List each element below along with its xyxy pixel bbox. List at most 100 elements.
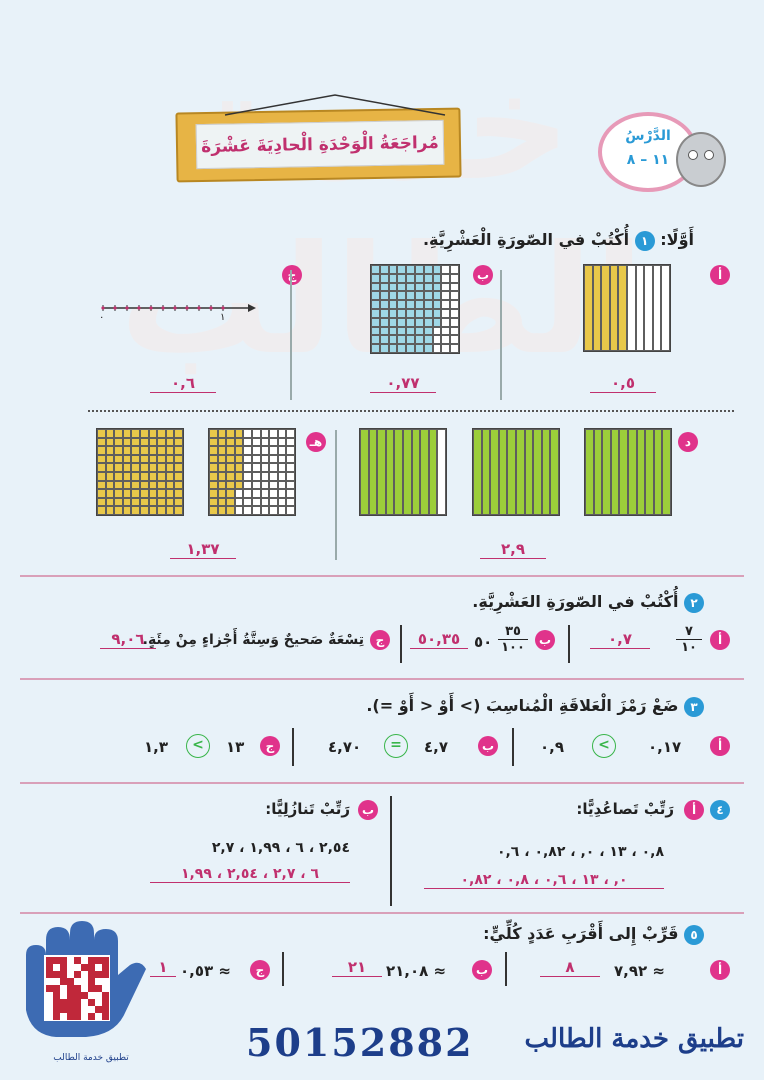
grid-cell (450, 273, 459, 283)
grid-cell (140, 472, 149, 481)
qr-module (74, 971, 81, 978)
grid-column (619, 429, 628, 515)
grid-column (498, 429, 508, 515)
grid-column (662, 429, 671, 515)
item-e-model-2 (96, 428, 184, 516)
grid-cell (131, 489, 140, 498)
grid-cell (286, 454, 295, 464)
grid-cell (371, 291, 380, 301)
grid-cell (97, 429, 106, 438)
grid-cell (441, 344, 451, 353)
grid-cell (371, 273, 380, 283)
item-e-answer: ١,٣٧ (170, 540, 236, 559)
grid-cell (217, 463, 227, 472)
grid-cell (450, 300, 459, 309)
item-e-model-1 (208, 428, 296, 516)
grid-cell (114, 480, 123, 490)
section5-number: ٥ (684, 925, 704, 945)
item-a-letter: أ (710, 265, 730, 285)
lesson-number: ١١ – ٨ (626, 152, 670, 168)
grid-cell (441, 265, 451, 274)
section-divider (20, 912, 744, 914)
grid-cell (423, 273, 433, 283)
qr-module (74, 985, 81, 992)
grid-cell (209, 480, 218, 490)
grid-cell (406, 265, 415, 274)
grid-cell (269, 497, 278, 507)
grid-cell (260, 463, 270, 472)
grid-column (618, 265, 627, 351)
grid-column (533, 429, 542, 515)
s5-a-answer: ٨ (540, 958, 600, 977)
grid-cell (252, 454, 261, 464)
grid-cell (432, 335, 442, 345)
grid-cell (114, 446, 123, 455)
s2-b-answer: ٥٠,٣٥ (410, 630, 468, 649)
grid-cell (415, 326, 424, 336)
grid-cell (379, 326, 389, 336)
grid-cell (406, 335, 415, 345)
s3-a-letter: أ (710, 736, 730, 756)
grid-cell (243, 463, 252, 472)
grid-column (481, 429, 491, 515)
grid-cell (97, 446, 106, 455)
qr-module (95, 1006, 102, 1013)
grid-cell (432, 326, 442, 336)
grid-cell (252, 446, 261, 455)
grid-column (437, 429, 446, 515)
grid-cell (406, 317, 415, 327)
grid-cell (243, 489, 252, 498)
grid-cell (148, 446, 158, 455)
grid-cell (148, 437, 158, 447)
grid-cell (209, 489, 218, 498)
divider (290, 270, 292, 400)
grid-cell (148, 463, 158, 472)
grid-cell (157, 437, 166, 447)
grid-cell (243, 497, 252, 507)
s3-c-letter: ج (260, 736, 280, 756)
grid-cell (423, 309, 433, 318)
grid-column (628, 429, 637, 515)
grid-cell (243, 454, 252, 464)
divider (512, 728, 514, 766)
grid-cell (450, 265, 459, 274)
s2-a-fraction: ٧ ١٠ (676, 624, 702, 655)
grid-cell (286, 463, 295, 472)
grid-cell (148, 472, 158, 481)
qr-module (88, 999, 95, 1006)
qr-module (67, 1006, 74, 1013)
grid-cell (423, 265, 433, 274)
grid-cell (157, 429, 166, 438)
s4-a-letter: أ (684, 800, 704, 820)
grid-cell (441, 300, 451, 309)
grid-cell (379, 344, 389, 353)
grid-cell (388, 282, 398, 292)
grid-cell (415, 317, 424, 327)
grid-column (636, 429, 646, 515)
grid-cell (114, 472, 123, 481)
s3-a-left: ٠,١٧ (648, 738, 682, 756)
grid-cell (432, 344, 442, 353)
number-line-dot (209, 306, 213, 310)
grid-cell (209, 497, 218, 507)
number-line-dot (185, 306, 189, 310)
grid-cell (277, 446, 287, 455)
grid-column (653, 429, 663, 515)
qr-module (60, 957, 67, 964)
grid-cell (165, 437, 175, 447)
s5-b-question: ≈ ٢١,٠٨ (386, 962, 447, 980)
grid-cell (371, 317, 380, 327)
grid-cell (226, 497, 235, 507)
s2-a-answer: ٠,٧ (590, 630, 650, 649)
qr-module (88, 957, 95, 964)
grid-cell (174, 472, 183, 481)
grid-cell (450, 317, 459, 327)
item-b-model (370, 264, 460, 354)
qr-module (46, 964, 53, 971)
qr-module (53, 985, 60, 992)
grid-cell (406, 300, 415, 309)
grid-cell (234, 463, 244, 472)
grid-cell (148, 480, 158, 490)
s4-b-answer: ٦ ، ٢,٧ ، ٢,٥٤ ، ١,٩٩ (150, 866, 350, 883)
grid-cell (269, 480, 278, 490)
